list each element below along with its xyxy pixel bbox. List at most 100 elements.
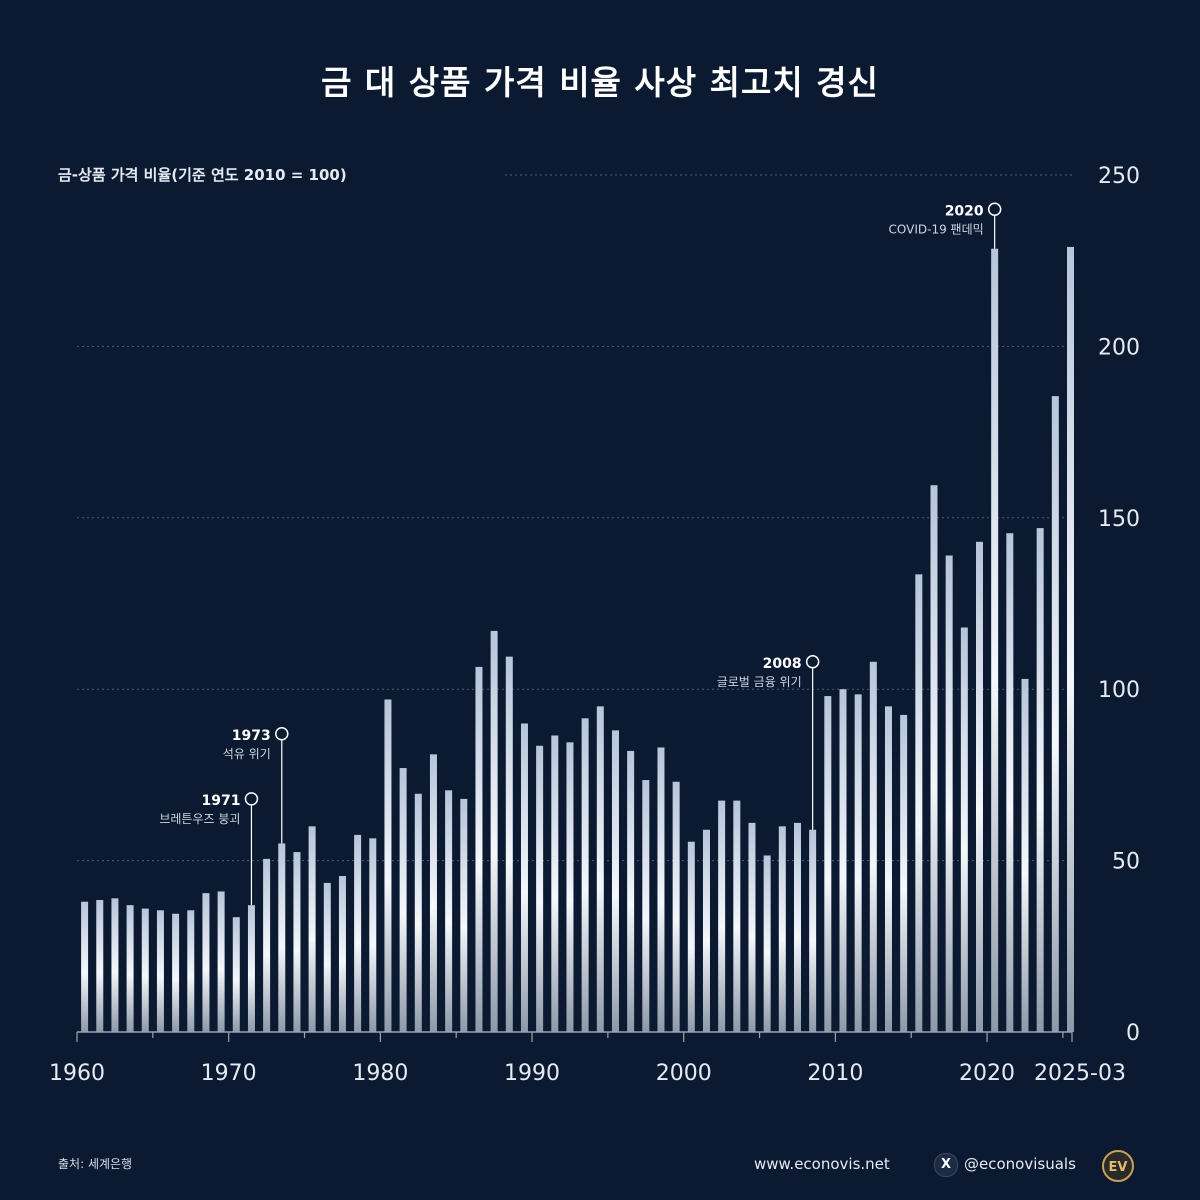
annotation-marker (805, 655, 820, 669)
bar-2017 (945, 555, 953, 1032)
bar-1964 (141, 908, 149, 1032)
bar-1992 (566, 742, 574, 1032)
annotation-text: 석유 위기 (223, 747, 271, 761)
grid-layer (77, 174, 1072, 862)
bar-2009 (824, 696, 832, 1032)
bar-1968 (202, 893, 210, 1032)
x-tick-label: 2020 (959, 1061, 1015, 1086)
annotation-layer: 1971 브레튼우즈 붕괴 1973 석유 위기 2008 글로벌 금융 위기 2020 CO… (159, 202, 1002, 906)
bar-1998 (657, 747, 665, 1032)
y-tick-label: 150 (1098, 507, 1140, 532)
bar-2008 (809, 829, 817, 1032)
bar-1974 (293, 852, 301, 1032)
bar-1967 (187, 910, 195, 1032)
bar-1982 (414, 793, 422, 1032)
bar-2018 (960, 627, 968, 1032)
annotation-year: 1971 (201, 793, 240, 809)
bar-1997 (642, 780, 650, 1032)
bar-2021 (1006, 533, 1014, 1032)
social-handle[interactable]: @econovisuals (964, 1155, 1076, 1173)
bar-2025-03 (1066, 246, 1074, 1032)
y-tick-label: 100 (1098, 678, 1140, 703)
bar-2002 (718, 800, 726, 1032)
annotation-year: 1973 (232, 728, 271, 744)
bar-1972 (263, 858, 271, 1032)
bar-1988 (505, 656, 513, 1032)
chart-title: 금 대 상품 가격 비율 사상 최고치 경신 (321, 63, 879, 102)
bar-2022 (1021, 678, 1029, 1032)
bar-1970 (232, 917, 240, 1032)
bar-1978 (354, 834, 362, 1032)
bar-2016 (930, 485, 938, 1032)
bar-2000 (687, 841, 695, 1032)
bar-2004 (748, 822, 756, 1032)
bar-2014 (900, 714, 908, 1032)
bar-1983 (429, 754, 437, 1032)
annotation-marker (244, 792, 259, 806)
bar-2005 (763, 855, 771, 1032)
bar-2001 (702, 829, 710, 1032)
bar-1996 (627, 750, 635, 1032)
bar-1962 (111, 898, 119, 1032)
axis-layer: 0 50 100 150 200 250 1960 1970 1980 1990 2000 2010 2… (49, 164, 1140, 1086)
y-tick-label: 0 (1126, 1021, 1140, 1046)
bar-2024 (1051, 396, 1059, 1033)
x-tick-label: 1990 (504, 1061, 560, 1086)
bar-2015 (915, 574, 923, 1032)
bar-2019 (975, 541, 983, 1032)
x-tick-label: 2010 (807, 1061, 863, 1086)
bar-1991 (551, 735, 559, 1032)
annotation-year: 2008 (763, 656, 802, 672)
bar-1961 (96, 900, 104, 1032)
bar-1969 (217, 891, 225, 1032)
source-note: 출처: 세계은행 (58, 1157, 133, 1171)
annotation-marker (987, 202, 1002, 217)
bar-2023 (1036, 528, 1044, 1032)
bar-2006 (778, 826, 786, 1032)
annotation-text: COVID-19 팬데믹 (889, 222, 984, 236)
x-icon[interactable]: X (934, 1153, 958, 1177)
bar-1994 (596, 706, 604, 1032)
bar-1975 (308, 826, 316, 1032)
bar-2013 (884, 706, 892, 1032)
bar-1971 (247, 905, 255, 1032)
bar-2010 (839, 689, 847, 1032)
bar-2012 (869, 661, 877, 1032)
x-tick-label: 2025-03 (1034, 1061, 1126, 1086)
bar-2007 (793, 822, 801, 1032)
bar-1979 (369, 838, 377, 1032)
bar-1966 (172, 913, 180, 1032)
bar-1963 (126, 905, 134, 1032)
x-tick-label: 1980 (352, 1061, 408, 1086)
y-tick-label: 200 (1098, 335, 1140, 360)
x-tick-label: 2000 (656, 1061, 712, 1086)
website-link[interactable]: www.econovis.net (754, 1155, 890, 1173)
y-tick-label: 250 (1098, 164, 1140, 189)
bar-1980 (384, 699, 392, 1032)
annotation-year: 2020 (945, 203, 984, 219)
bar-1993 (581, 718, 589, 1032)
bar-2020 (991, 248, 999, 1032)
annotation-text: 브레튼우즈 붕괴 (159, 812, 240, 826)
bar-1989 (520, 723, 528, 1032)
bar-1981 (399, 768, 407, 1032)
bar-2011 (854, 694, 862, 1032)
bar-1973 (278, 843, 286, 1032)
bar-1986 (475, 666, 483, 1032)
bar-1999 (672, 781, 680, 1032)
annotation-marker (275, 727, 289, 741)
bar-1984 (445, 790, 453, 1032)
bar-1976 (323, 882, 331, 1032)
bar-1987 (490, 630, 498, 1032)
bar-1995 (611, 730, 619, 1032)
y-tick-label: 50 (1112, 850, 1140, 875)
x-tick-label: 1970 (201, 1061, 257, 1086)
ev-logo-icon: EV (1102, 1150, 1134, 1182)
bar-1985 (460, 798, 468, 1032)
bar-1977 (338, 876, 346, 1032)
bar-1990 (536, 745, 544, 1032)
y-axis-label: 금-상품 가격 비율(기준 연도 2010 = 100) (58, 166, 347, 184)
bar-1965 (156, 910, 164, 1032)
bar-1960 (81, 901, 89, 1032)
